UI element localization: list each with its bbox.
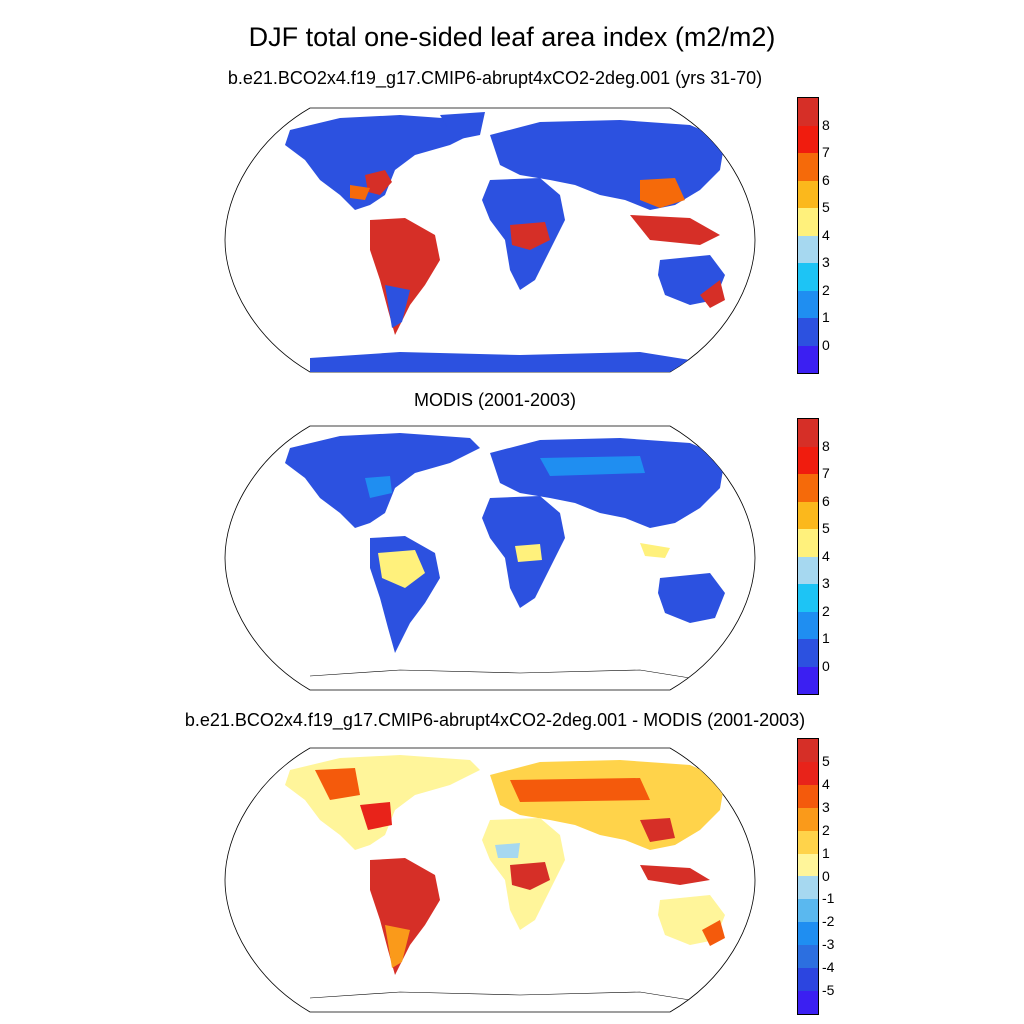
map-diff (224, 747, 756, 1013)
colorbar-segment (798, 990, 818, 1014)
colorbar-labels-model: 8 7 6 5 4 3 2 1 0 (822, 97, 862, 372)
panel-title-obs: MODIS (2001-2003) (413, 390, 577, 410)
colorbar-segment (798, 474, 818, 502)
colorbar-tick-label: 2 (822, 281, 830, 298)
colorbar-tick-label: 8 (822, 116, 830, 133)
colorbar-tick-label: 0 (822, 657, 830, 674)
panel-title-model: b.e21.BCO2x4.f19_g17.CMIP6-abrupt4xCO2-2… (227, 68, 763, 88)
colorbar-segment (798, 584, 818, 612)
colorbar-segment (798, 263, 818, 291)
colorbar-tick-label: 2 (822, 821, 830, 838)
figure-title: DJF total one-sided leaf area index (m2/… (248, 22, 776, 52)
colorbar-segment (798, 125, 818, 153)
colorbar-tick-label: 4 (822, 226, 830, 243)
continent-north-america (285, 115, 480, 210)
colorbar-segment (798, 180, 818, 208)
colorbar-tick-label: -5 (822, 982, 835, 999)
colorbar-tick-label: 1 (822, 309, 830, 325)
panel-title-diff: b.e21.BCO2x4.f19_g17.CMIP6-abrupt4xCO2-2… (184, 710, 806, 730)
colorbar-segment (798, 529, 818, 557)
colorbar-segment (798, 876, 818, 900)
map-obs (224, 425, 756, 691)
colorbar-tick-label: 5 (822, 520, 830, 536)
colorbar-tick-label: 6 (822, 171, 830, 188)
colorbar-segment (798, 899, 818, 923)
colorbar-tick-label: 0 (822, 867, 830, 884)
continent-south-america (370, 218, 440, 335)
colorbar-segment (798, 208, 818, 236)
colorbar-segment (798, 446, 818, 474)
colorbar-tick-label: 8 (822, 437, 830, 454)
colorbar-tick-label: 4 (822, 775, 830, 792)
colorbar-tick-label: 4 (822, 547, 830, 564)
colorbar-segment (798, 290, 818, 318)
colorbar-segment (798, 235, 818, 263)
colorbar-segment (798, 739, 818, 762)
colorbar-segment (798, 419, 818, 447)
colorbar-tick-label: 5 (822, 752, 830, 769)
colorbar-segment (798, 153, 818, 181)
colorbar-segment (798, 345, 818, 373)
colorbar-segment (798, 556, 818, 584)
colorbar-segment (798, 853, 818, 877)
colorbar-segment (798, 830, 818, 854)
map-model (224, 107, 756, 373)
colorbar-tick-label: 3 (822, 575, 830, 591)
colorbar-segment (798, 98, 818, 126)
colorbar-segment (798, 639, 818, 667)
colorbar-segment (798, 968, 818, 991)
colorbar-segment (798, 666, 818, 694)
colorbar-model (797, 97, 819, 374)
colorbar-tick-label: -4 (822, 959, 835, 976)
colorbar-segment (798, 945, 818, 969)
colorbar-tick-label: 3 (822, 254, 830, 270)
colorbar-tick-label: 2 (822, 602, 830, 619)
colorbar-tick-label: 6 (822, 492, 830, 509)
colorbar-tick-label: -1 (822, 890, 835, 907)
colorbar-tick-label: 7 (822, 144, 830, 160)
colorbar-tick-label: 3 (822, 798, 830, 815)
colorbar-segment (798, 761, 818, 785)
colorbar-segment (798, 922, 818, 946)
colorbar-tick-label: -3 (822, 936, 835, 953)
colorbar-labels-obs: 8 7 6 5 4 3 2 1 0 (822, 418, 862, 693)
colorbar-segment (798, 501, 818, 529)
continent-antarctica (310, 352, 690, 372)
colorbar-tick-label: 1 (822, 844, 830, 861)
colorbar-tick-label: 7 (822, 465, 830, 481)
colorbar-obs (797, 418, 819, 695)
colorbar-tick-label: -2 (822, 913, 835, 930)
colorbar-tick-label: 1 (822, 630, 830, 646)
colorbar-segment (798, 611, 818, 639)
colorbar-tick-label: 0 (822, 336, 830, 353)
colorbar-segment (798, 784, 818, 808)
colorbar-segment (798, 318, 818, 346)
colorbar-tick-label: 5 (822, 199, 830, 215)
colorbar-labels-diff: 5 4 3 2 1 0 -1 -2 -3 -4 -5 (822, 738, 862, 1013)
colorbar-segment (798, 807, 818, 831)
colorbar-diff (797, 738, 819, 1015)
